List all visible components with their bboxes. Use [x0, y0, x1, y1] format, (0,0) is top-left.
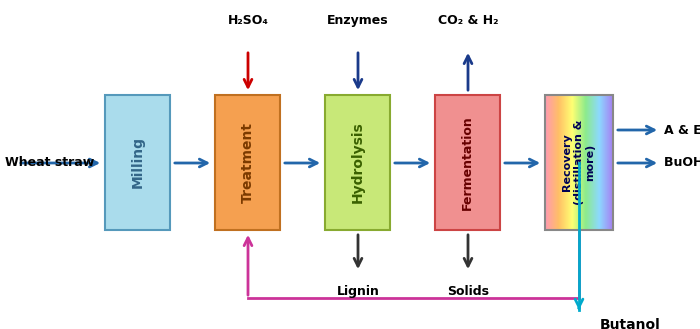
Text: Fermentation: Fermentation — [461, 115, 474, 210]
Text: Milling: Milling — [130, 137, 144, 189]
Text: BuOH & water: BuOH & water — [664, 157, 700, 169]
Bar — [215, 95, 280, 230]
Text: Recovery
(distillation &
more): Recovery (distillation & more) — [562, 120, 596, 205]
Bar — [435, 95, 500, 230]
Text: A & E: A & E — [664, 123, 700, 137]
Text: CO₂ & H₂: CO₂ & H₂ — [438, 14, 498, 27]
Text: Treatment: Treatment — [241, 122, 255, 203]
Text: Enzymes: Enzymes — [327, 14, 389, 27]
Text: Butanol: Butanol — [600, 318, 661, 329]
Text: Hydrolysis: Hydrolysis — [351, 122, 365, 203]
Text: Lignin: Lignin — [337, 285, 379, 298]
Text: H₂SO₄: H₂SO₄ — [228, 14, 268, 27]
Bar — [325, 95, 390, 230]
Bar — [545, 95, 613, 230]
Bar — [105, 95, 170, 230]
Text: Wheat straw: Wheat straw — [5, 157, 95, 169]
Text: Solids: Solids — [447, 285, 489, 298]
